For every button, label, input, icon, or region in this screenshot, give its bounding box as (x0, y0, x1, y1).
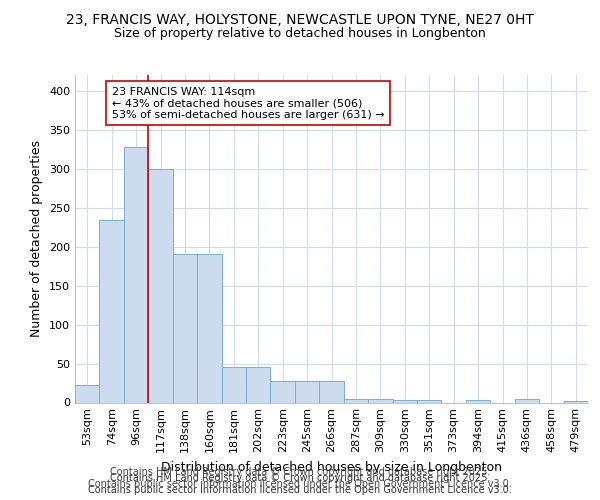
Bar (148, 168, 173, 402)
Text: 23, FRANCIS WAY, HOLYSTONE, NEWCASTLE UPON TYNE, NE27 0HT: 23, FRANCIS WAY, HOLYSTONE, NEWCASTLE UP… (66, 12, 534, 26)
Text: Size of property relative to detached houses in Longbenton: Size of property relative to detached ho… (114, 28, 486, 40)
Y-axis label: Number of detached properties: Number of detached properties (31, 140, 43, 337)
Bar (295, 380, 319, 402)
Bar (173, 254, 197, 402)
Bar (271, 380, 295, 402)
Bar (124, 146, 148, 402)
Bar (75, 386, 100, 402)
Bar (197, 254, 221, 402)
Bar (344, 398, 368, 402)
Text: Contains HM Land Registry data © Crown copyright and database right 2025.
Contai: Contains HM Land Registry data © Crown c… (88, 468, 512, 489)
Bar (563, 401, 588, 402)
Bar (319, 380, 344, 402)
X-axis label: Distribution of detached houses by size in Longbenton: Distribution of detached houses by size … (161, 461, 502, 474)
Bar (392, 400, 417, 402)
Bar (368, 398, 392, 402)
Bar (221, 368, 246, 402)
Bar (246, 368, 271, 402)
Bar (515, 398, 539, 402)
Bar (100, 220, 124, 402)
Bar (417, 400, 442, 402)
Text: Contains HM Land Registry data © Crown copyright and database right 2025.
Contai: Contains HM Land Registry data © Crown c… (88, 474, 512, 495)
Text: 23 FRANCIS WAY: 114sqm
← 43% of detached houses are smaller (506)
53% of semi-de: 23 FRANCIS WAY: 114sqm ← 43% of detached… (112, 86, 384, 120)
Bar (466, 400, 490, 402)
